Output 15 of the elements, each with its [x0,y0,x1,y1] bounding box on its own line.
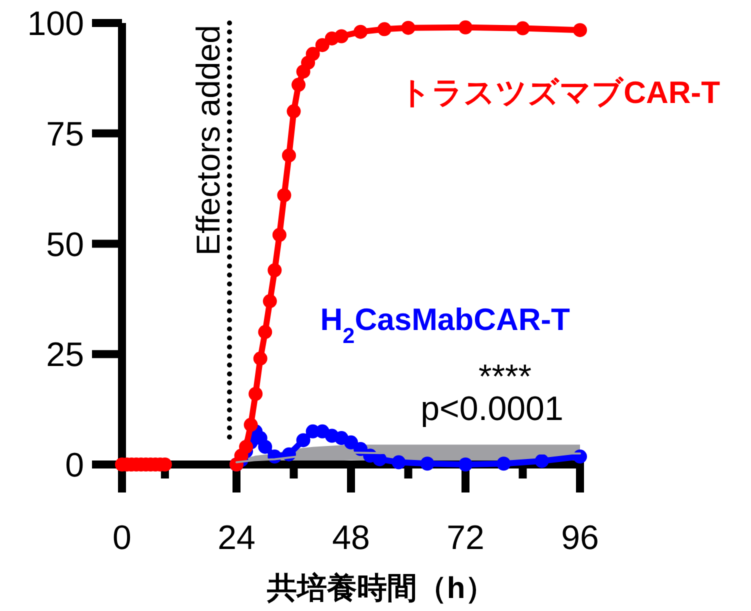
y-tick-label: 100 [27,5,84,43]
y-tick-label: 25 [46,336,84,374]
x-tick-label: 24 [218,519,256,557]
ref-line: Effectors added [190,20,232,445]
x-tick-label: 0 [112,519,132,557]
x-tick-label: 48 [332,519,370,557]
ref-line-label: Effectors added [190,25,226,256]
x-tick-label: 72 [446,519,484,557]
x-axis-title: 共培養時間（h） [266,571,496,605]
y-tick-label: 0 [65,446,84,485]
y-tick-label: 50 [46,226,84,264]
y-tick-label: 75 [46,115,84,154]
x-tick-label: 96 [561,519,599,557]
series-label: トラスツズマブCAR-T [400,75,720,110]
text: H$_{2}$CasMabCAR-T [320,302,570,348]
